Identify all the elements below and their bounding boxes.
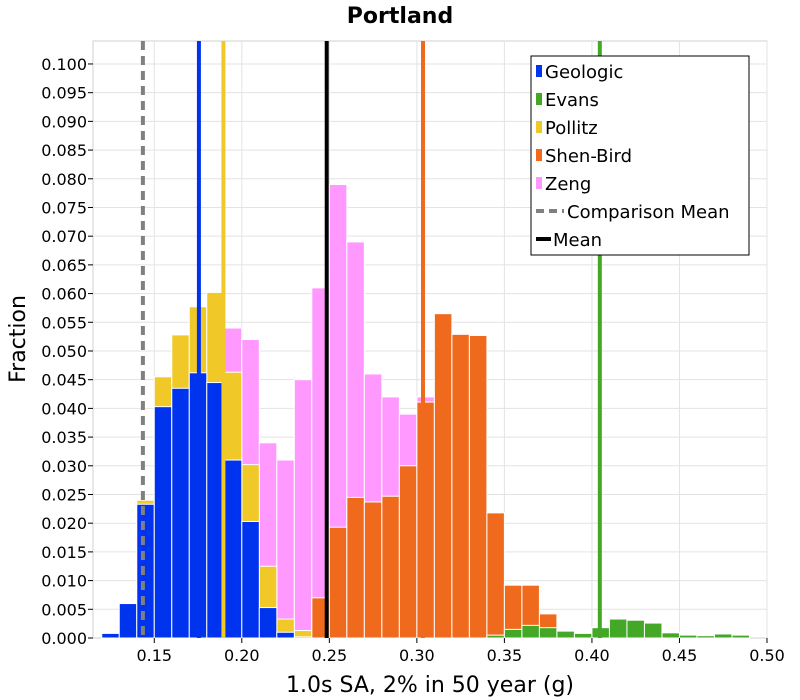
y-tick-label: 0.030 (41, 457, 87, 476)
bar-shen-bird (433, 313, 453, 639)
y-tick-label: 0.070 (41, 227, 87, 246)
y-axis-label: Fraction (6, 295, 31, 383)
y-tick-label: 0.075 (41, 198, 87, 217)
bar-geologic (241, 520, 260, 639)
bar-evans (626, 619, 645, 639)
y-tick-label: 0.095 (41, 84, 87, 103)
bar-evans (731, 634, 750, 639)
x-tick-label: 0.15 (136, 646, 172, 665)
y-tick-label: 0.025 (41, 485, 87, 504)
y-tick-label: 0.055 (41, 313, 87, 332)
bar-evans (503, 628, 523, 639)
legend-swatch-shen-bird (536, 149, 542, 161)
legend-label-evans: Evans (545, 90, 599, 111)
y-tick-label: 0.090 (41, 112, 87, 131)
y-tick-label: 0.020 (41, 514, 87, 533)
y-tick-label: 0.035 (41, 428, 87, 447)
bar-geologic (118, 603, 138, 639)
bar-shen-bird (451, 333, 470, 639)
legend: Geologic Evans Pollitz Shen-Bird Zeng Compari… (530, 55, 750, 256)
bar-geologic (171, 387, 190, 639)
bar-evans (661, 632, 680, 639)
bar-shen-bird (486, 512, 505, 639)
x-axis-label: 1.0s SA, 2% in 50 year (g) (286, 673, 574, 698)
legend-label-shen-bird: Shen-Bird (545, 146, 632, 167)
bar-evans (538, 627, 558, 639)
y-tick-label: 0.060 (41, 285, 87, 304)
y-tick-label: 0.065 (41, 256, 87, 275)
legend-swatch-zeng (536, 177, 542, 189)
y-tick-label: 0.000 (41, 629, 87, 648)
legend-box (530, 55, 750, 256)
bar-evans (713, 633, 733, 639)
y-tick-label: 0.045 (41, 371, 87, 390)
y-tick-label: 0.005 (41, 600, 87, 619)
legend-label-zeng: Zeng (545, 174, 591, 195)
x-tick-label: 0.50 (749, 646, 785, 665)
bar-evans (643, 622, 663, 639)
bar-zeng (293, 379, 313, 639)
bar-geologic (153, 406, 173, 639)
y-tick-label: 0.015 (41, 543, 87, 562)
bar-geologic (258, 607, 278, 639)
bar-shen-bird (328, 526, 348, 639)
bar-geologic (276, 631, 295, 639)
y-tick-label: 0.100 (41, 55, 87, 74)
bar-geologic (136, 503, 155, 639)
bar-evans (696, 635, 715, 639)
bar-zeng (276, 459, 295, 639)
y-tick-label: 0.050 (41, 342, 87, 361)
legend-label-pollitz: Pollitz (545, 118, 598, 139)
x-tick-label: 0.35 (487, 646, 523, 665)
legend-swatch-pollitz (536, 121, 542, 133)
histogram-bars (101, 184, 750, 639)
bar-evans (678, 634, 698, 639)
x-axis-ticks: 0.15 0.20 0.25 0.30 0.35 0.40 0.45 0.50 (136, 638, 785, 665)
y-tick-label: 0.040 (41, 399, 87, 418)
y-tick-label: 0.010 (41, 572, 87, 591)
bar-shen-bird (398, 465, 418, 639)
chart-title: Portland (347, 4, 453, 29)
legend-label-mean: Mean (553, 230, 602, 251)
x-tick-label: 0.30 (399, 646, 435, 665)
bar-geologic (293, 636, 313, 639)
bar-evans (573, 632, 593, 639)
bar-shen-bird (468, 334, 488, 639)
legend-swatch-geologic (536, 65, 542, 77)
bar-evans (486, 634, 505, 639)
bar-geologic (101, 632, 120, 639)
x-tick-label: 0.20 (224, 646, 260, 665)
y-tick-label: 0.080 (41, 170, 87, 189)
legend-label-geologic: Geologic (545, 62, 623, 83)
bar-evans (608, 618, 628, 639)
x-tick-label: 0.25 (312, 646, 348, 665)
x-tick-label: 0.45 (662, 646, 698, 665)
legend-label-comparison-mean: Comparison Mean (567, 202, 730, 223)
bar-evans (521, 624, 540, 639)
bar-evans (556, 630, 575, 639)
bar-shen-bird (416, 401, 435, 639)
bar-shen-bird (363, 501, 383, 639)
x-tick-label: 0.40 (574, 646, 610, 665)
bar-shen-bird (346, 496, 365, 639)
legend-swatch-evans (536, 93, 542, 105)
bar-geologic (223, 459, 243, 639)
y-tick-label: 0.085 (41, 141, 87, 160)
bar-shen-bird (381, 495, 400, 639)
y-axis-ticks: 0.000 0.005 0.010 0.015 0.020 0.025 0.030 0.035… (41, 55, 93, 648)
